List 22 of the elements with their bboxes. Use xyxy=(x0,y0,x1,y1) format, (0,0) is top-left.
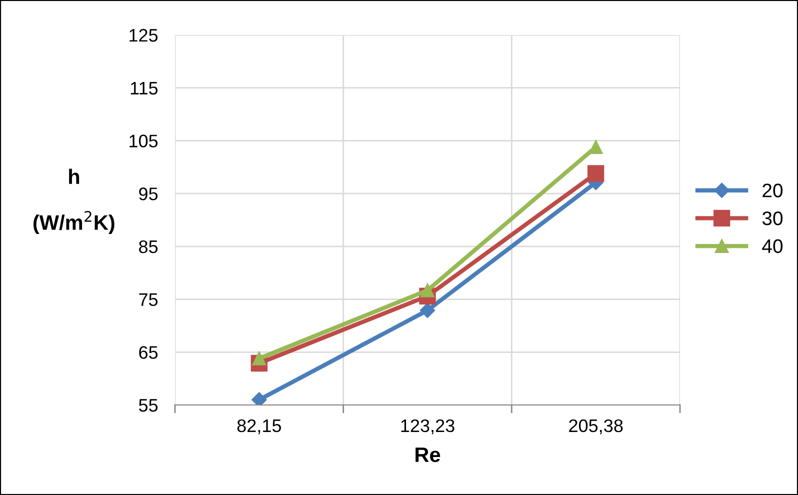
point xyxy=(588,165,604,182)
y-tick-label: 85 xyxy=(139,240,158,254)
point xyxy=(588,140,603,154)
y-tick-label: 55 xyxy=(138,399,158,412)
y-tick-label: 105 xyxy=(130,134,158,148)
x-axis-title: Re xyxy=(416,448,440,462)
point xyxy=(420,302,436,318)
legend-label: 40 xyxy=(762,239,783,254)
y-tick-label: 115 xyxy=(130,82,158,95)
y-tick-label: 75 xyxy=(139,293,158,306)
x-tick-label: 205,38 xyxy=(569,419,623,434)
text: h (W/m$^{2}$K) xyxy=(33,168,114,234)
x-tick-label: 123,23 xyxy=(401,419,454,434)
legend-label: 20 xyxy=(762,184,783,198)
y-tick-label: 125 xyxy=(130,28,158,42)
y-tick-label: 65 xyxy=(139,346,158,359)
x-tick-label: 82,15 xyxy=(237,419,282,434)
y-tick-label: 95 xyxy=(139,188,158,200)
point xyxy=(252,352,266,366)
point xyxy=(420,283,434,298)
point xyxy=(252,392,267,405)
legend-label: 30 xyxy=(762,211,783,226)
